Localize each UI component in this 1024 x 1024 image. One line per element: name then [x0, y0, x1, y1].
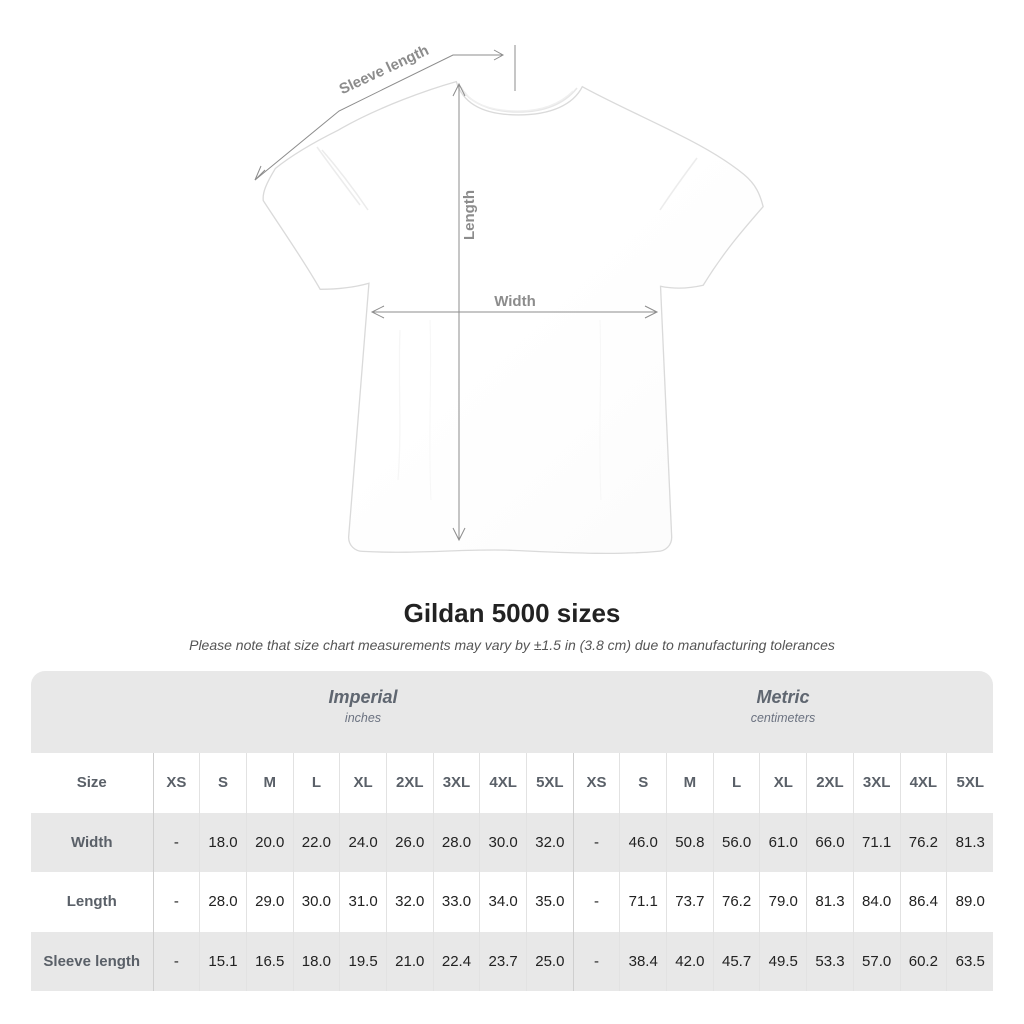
svg-text:Length: Length: [461, 190, 478, 240]
svg-text:Sleeve length: Sleeve length: [337, 42, 432, 98]
svg-text:Width: Width: [494, 293, 536, 310]
